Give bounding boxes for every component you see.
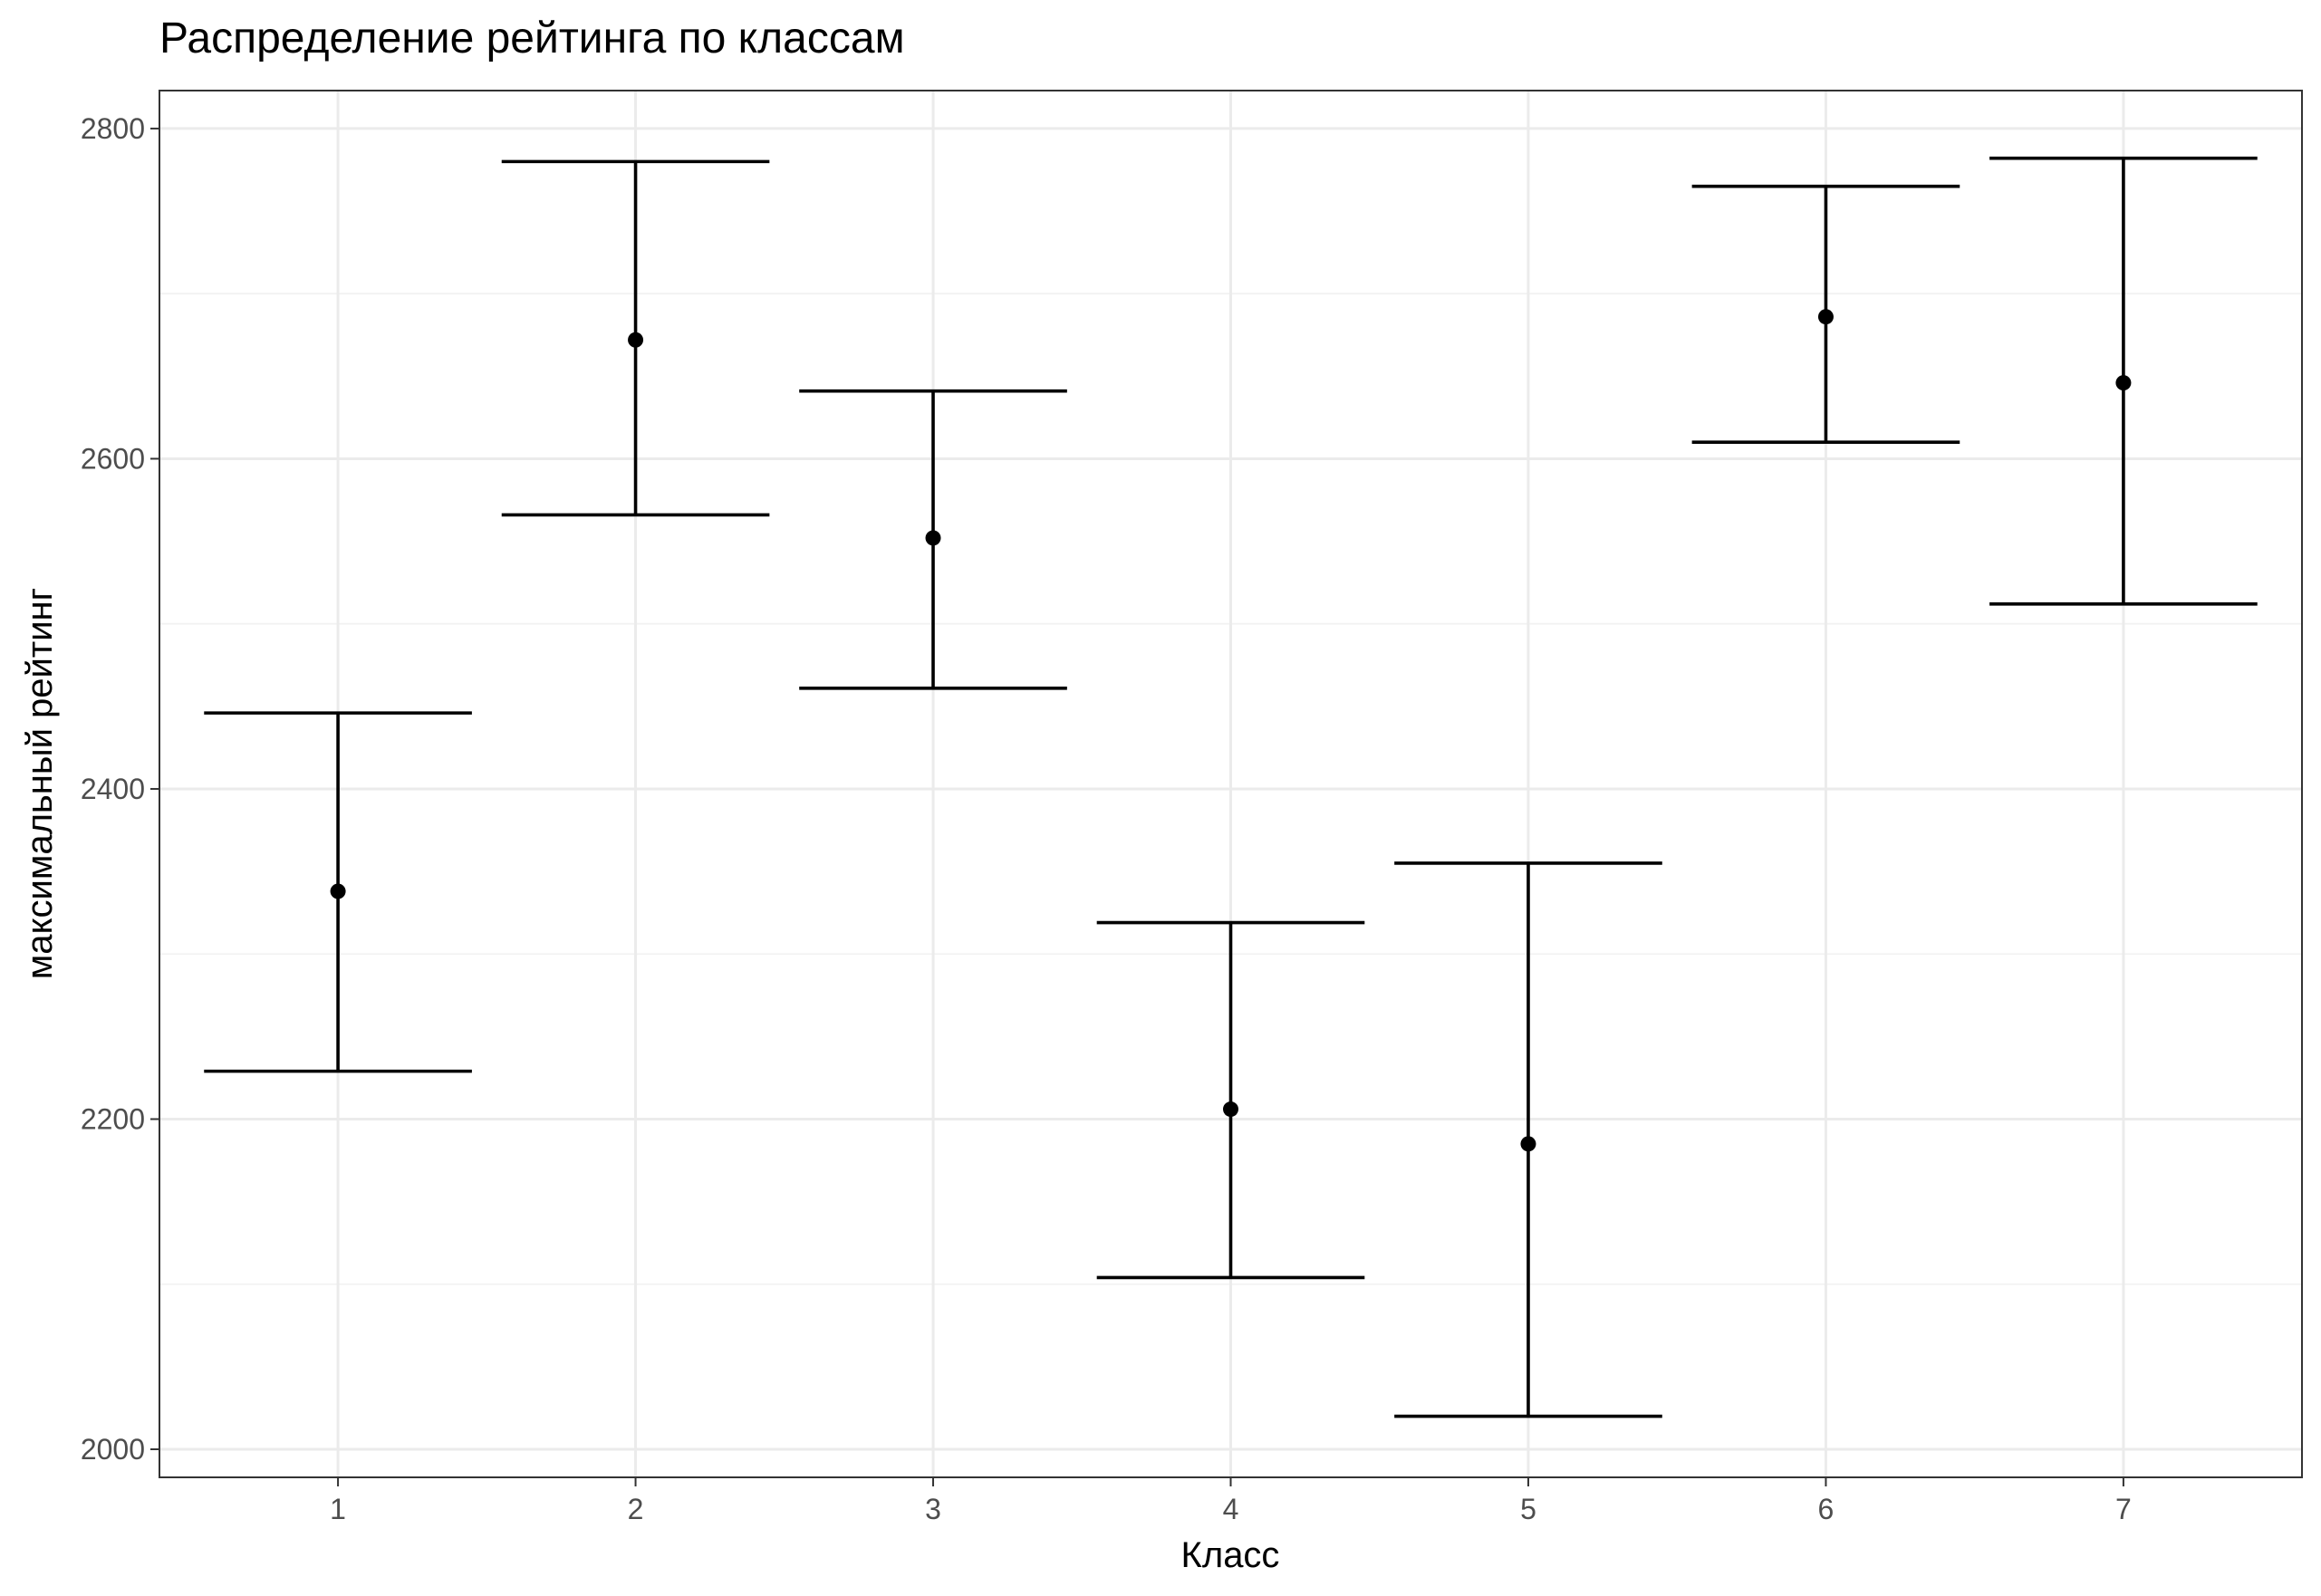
x-tick-label: 1: [330, 1493, 346, 1525]
x-tick-label: 5: [1520, 1493, 1536, 1525]
x-tick-label: 4: [1223, 1493, 1239, 1525]
data-point: [628, 332, 644, 348]
x-tick-label: 3: [925, 1493, 941, 1525]
chart-title: Распределение рейтинга по классам: [159, 14, 905, 62]
y-tick-label: 2400: [81, 773, 145, 805]
errorbar-group-6: [1691, 184, 1960, 445]
errorbar-group-5: [1394, 861, 1662, 1418]
x-tick-label: 7: [2115, 1493, 2132, 1525]
errorbar-group-7: [1989, 156, 2258, 606]
y-tick-label: 2200: [81, 1102, 145, 1135]
data-point: [1223, 1101, 1238, 1118]
errorbar-group-1: [204, 711, 472, 1073]
data-marks: [204, 156, 2258, 1418]
data-point: [2115, 375, 2132, 391]
x-tick-label: 6: [1818, 1493, 1835, 1525]
x-axis-title: Класс: [1181, 1535, 1280, 1575]
y-tick-label: 2600: [81, 442, 145, 475]
axes: 2000 2200 2400 2600 2800 1 2 3 4 5 6 7: [81, 112, 2132, 1525]
errorbar-group-3: [799, 389, 1067, 690]
y-axis-title: максимальный рейтинг: [20, 588, 60, 979]
x-tick-label: 2: [628, 1493, 644, 1525]
data-point: [925, 530, 941, 546]
data-point: [1520, 1136, 1536, 1152]
errorbar-group-4: [1096, 920, 1365, 1280]
data-point: [330, 883, 346, 899]
errorbar-group-2: [501, 159, 770, 517]
data-point: [1817, 309, 1834, 325]
y-tick-label: 2800: [81, 112, 145, 145]
y-tick-label: 2000: [81, 1433, 145, 1466]
